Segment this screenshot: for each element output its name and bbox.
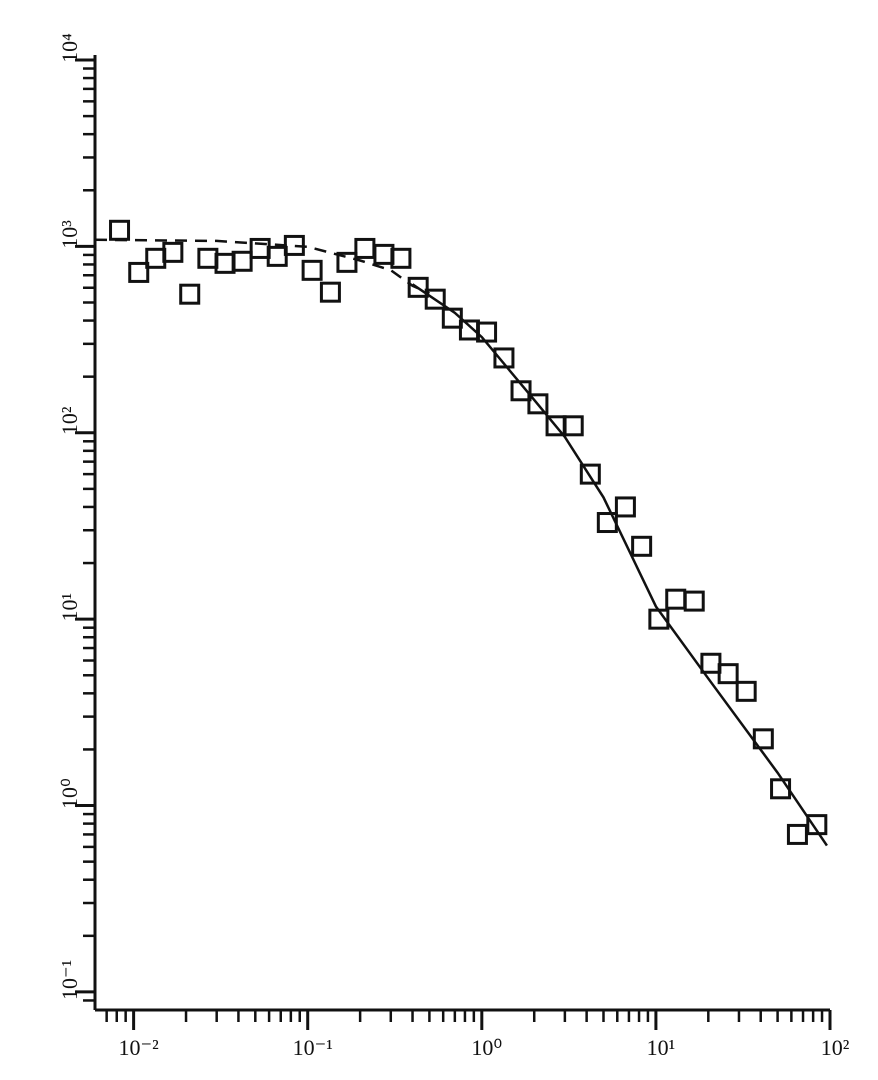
- data-point: [683, 590, 705, 612]
- x-tick-label: 10⁻²: [119, 1035, 160, 1060]
- data-point: [197, 247, 219, 269]
- data-point: [373, 243, 395, 265]
- data-point: [562, 415, 584, 437]
- data-point: [717, 663, 739, 685]
- y-tick-label: 10³: [57, 220, 82, 249]
- dashed-curve: [94, 238, 430, 295]
- data-point: [527, 393, 549, 415]
- y-tick-label: 10⁴: [57, 33, 82, 63]
- data-point: [249, 237, 271, 259]
- data-point: [493, 347, 515, 369]
- data-point: [407, 276, 429, 298]
- data-point: [579, 463, 601, 485]
- data-point: [735, 680, 757, 702]
- data-point: [301, 259, 323, 281]
- y-tick-label: 10²: [57, 406, 82, 435]
- data-point: [214, 252, 236, 274]
- data-point: [266, 245, 288, 267]
- x-tick-label: 10⁰: [471, 1035, 502, 1060]
- data-point: [700, 652, 722, 674]
- data-point: [786, 823, 808, 845]
- data-point: [145, 247, 167, 269]
- x-tick-label: 10⁻¹: [293, 1035, 333, 1060]
- data-point: [319, 281, 341, 303]
- data-point: [390, 247, 412, 269]
- data-point: [336, 251, 358, 273]
- data-point: [665, 588, 687, 610]
- data-point: [162, 241, 184, 263]
- y-tick-label: 10¹: [57, 593, 82, 622]
- data-point: [179, 283, 201, 305]
- data-point: [770, 778, 792, 800]
- y-tick-label: 10⁻¹: [57, 960, 82, 1000]
- data-point: [510, 380, 532, 402]
- data-point: [231, 250, 253, 272]
- data-point: [476, 321, 498, 343]
- data-point: [631, 535, 653, 557]
- fit-line: [411, 283, 828, 847]
- y-tick-label: 10⁰: [57, 778, 82, 809]
- data-point: [109, 219, 131, 241]
- data-point: [354, 237, 376, 259]
- data-point: [424, 288, 446, 310]
- data-point: [614, 496, 636, 518]
- x-tick-label: 10¹: [647, 1035, 676, 1060]
- data-point: [128, 261, 150, 283]
- data-point: [752, 728, 774, 750]
- x-tick-label: 10²: [821, 1035, 850, 1060]
- data-point: [806, 814, 828, 836]
